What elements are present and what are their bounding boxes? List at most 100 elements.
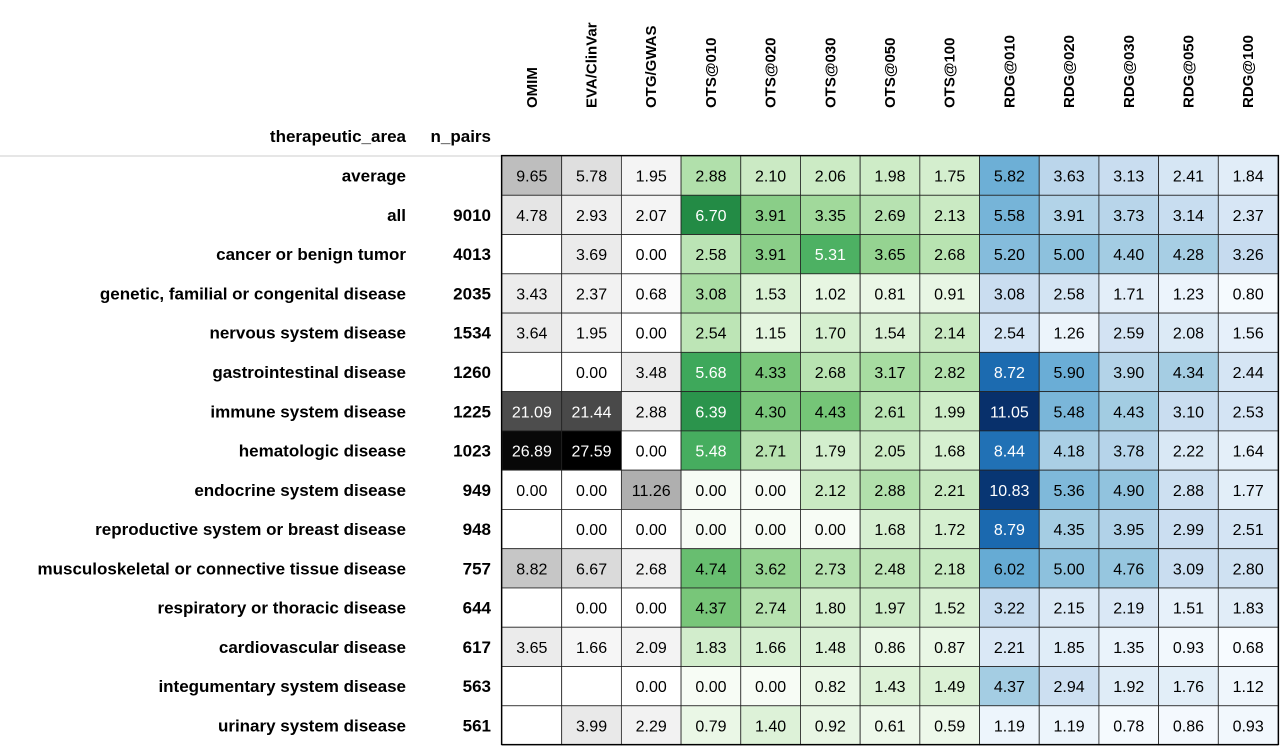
cell-value: 0.00	[516, 483, 547, 500]
cell-value: 2.88	[636, 404, 667, 421]
cell-value: 2.54	[994, 326, 1025, 343]
cell-value: 4.28	[1173, 247, 1204, 264]
cell-value: 1.83	[1233, 601, 1264, 618]
heatmap-cell	[620, 548, 682, 589]
heatmap-cell	[1158, 194, 1219, 235]
heatmap-cell	[680, 705, 742, 746]
cell-value: 3.10	[1173, 404, 1204, 421]
heatmap-cell	[620, 351, 682, 393]
heatmap-cell	[979, 155, 1040, 196]
heatmap-cell	[800, 155, 861, 196]
heatmap-cell	[620, 234, 682, 275]
cell-value: 1.52	[934, 601, 965, 618]
cell-value: 2.37	[576, 286, 607, 303]
heatmap-cell	[919, 234, 980, 275]
cell-value: 2.73	[815, 561, 846, 578]
cell-value: 2.22	[1173, 444, 1204, 461]
cell-value: 2.21	[994, 640, 1025, 657]
heatmap-cell	[740, 194, 801, 235]
cell-value: 5.48	[695, 444, 726, 461]
column-label: OTS@010	[703, 38, 720, 109]
cell-value: 1.98	[874, 169, 905, 186]
heatmap-cell	[680, 626, 742, 667]
row-n-pairs: 757	[463, 559, 491, 578]
heatmap-cell	[561, 194, 622, 235]
row-n-pairs: 949	[463, 481, 491, 500]
cell-value: 1.26	[1054, 326, 1085, 343]
row-label: cardiovascular disease	[219, 638, 406, 657]
heatmap-cell	[501, 509, 563, 550]
heatmap-cell	[1217, 273, 1279, 314]
cell-value: 0.93	[1173, 640, 1204, 657]
cell-value: 1.83	[695, 640, 726, 657]
cell-value: 3.64	[516, 326, 547, 343]
heatmap-cell	[501, 234, 563, 275]
cell-value: 0.59	[934, 718, 965, 735]
heatmap-cell	[1217, 666, 1279, 707]
heatmap-cell	[800, 548, 861, 589]
cell-value: 1.43	[874, 679, 905, 696]
heatmap-cell	[1098, 587, 1160, 628]
cell-value: 1.79	[815, 444, 846, 461]
cell-value: 3.48	[636, 365, 667, 382]
cell-value: 1.66	[576, 640, 607, 657]
heatmap-cell	[740, 469, 801, 510]
cell-value: 3.73	[1113, 208, 1144, 225]
heatmap-cell	[1158, 626, 1219, 667]
heatmap-cell	[859, 548, 921, 589]
row-n-pairs: 2035	[453, 284, 491, 303]
cell-value: 5.68	[695, 365, 726, 382]
cell-value: 3.62	[755, 561, 786, 578]
cell-value: 1.95	[636, 169, 667, 186]
cell-value: 0.80	[1233, 286, 1264, 303]
heatmap-cell	[680, 351, 742, 393]
heatmap-cell	[1098, 155, 1160, 196]
row-label: genetic, familial or congenital disease	[100, 284, 406, 303]
heatmap-cell	[1038, 351, 1100, 393]
heatmap-cell	[1158, 705, 1219, 746]
n-pairs-header: n_pairs	[431, 127, 491, 146]
heatmap-cell	[800, 705, 861, 746]
heatmap-cell	[561, 351, 622, 393]
cell-value: 5.31	[815, 247, 846, 264]
row-label: endocrine system disease	[194, 481, 406, 500]
cell-value: 1.66	[755, 640, 786, 657]
heatmap-cell	[919, 705, 980, 746]
cell-value: 1.53	[755, 286, 786, 303]
heatmap-cell	[859, 626, 921, 667]
heatmap-cell	[501, 312, 563, 353]
heatmap-cell	[740, 626, 801, 667]
cell-value: 5.58	[994, 208, 1025, 225]
cell-value: 0.00	[636, 444, 667, 461]
cell-value: 0.87	[934, 640, 965, 657]
cell-value: 1.02	[815, 286, 846, 303]
cell-value: 2.58	[1054, 286, 1085, 303]
cell-value: 3.99	[576, 718, 607, 735]
cell-value: 1.19	[1054, 718, 1085, 735]
cell-value: 1.54	[874, 326, 905, 343]
cell-value: 6.39	[695, 404, 726, 421]
cell-value: 3.43	[516, 286, 547, 303]
cell-value: 2.68	[934, 247, 965, 264]
heatmap-cell	[680, 469, 742, 510]
column-label: EVA/ClinVar	[584, 22, 601, 108]
heatmap-cell	[1038, 430, 1100, 471]
heatmap-cell	[1098, 666, 1160, 707]
heatmap-cells: 9.65 5.78 1.95 2.88 2.10 2.06 1.98 1.75 5.82 3.63…	[501, 155, 1279, 746]
cell-value: 0.00	[755, 679, 786, 696]
heatmap-cell	[1217, 587, 1279, 628]
cell-value: 1.75	[934, 169, 965, 186]
cell-value: 3.13	[1113, 169, 1144, 186]
cell-value: 2.44	[1233, 365, 1264, 382]
heatmap-cell	[561, 626, 622, 667]
cell-value: 1.19	[994, 718, 1025, 735]
cell-value: 2.21	[934, 483, 965, 500]
heatmap-cell	[859, 234, 921, 275]
cell-value: 2.68	[636, 561, 667, 578]
cell-value: 4.18	[1054, 444, 1085, 461]
column-label: RDG@100	[1240, 35, 1257, 108]
heatmap-cell	[561, 587, 622, 628]
heatmap-cell	[1217, 705, 1279, 746]
row-label: nervous system disease	[209, 324, 406, 343]
cell-value: 0.68	[1233, 640, 1264, 657]
